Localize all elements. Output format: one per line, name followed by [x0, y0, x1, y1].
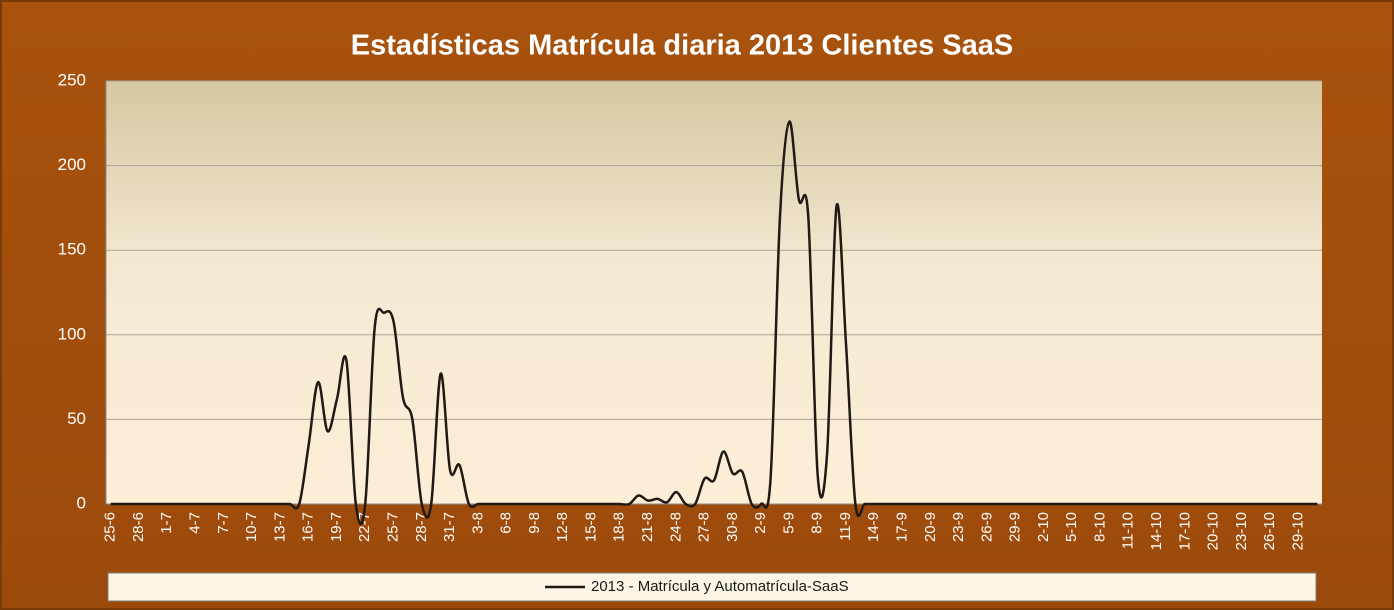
x-tick-label: 25-7: [384, 512, 401, 542]
legend: [107, 572, 1317, 602]
x-tick-label: 16-7: [300, 512, 317, 542]
x-tick-label: 28-6: [130, 512, 147, 542]
y-tick-label: 150: [58, 240, 86, 259]
x-tick-label: 7-7: [215, 512, 232, 534]
x-tick-label: 20-9: [922, 512, 939, 542]
legend-label: 2013 - Matrícula y Automatrícula-SaaS: [591, 578, 849, 595]
y-tick-label: 100: [58, 324, 86, 343]
x-tick-label: 11-9: [837, 512, 854, 541]
x-tick-label: 27-8: [696, 512, 713, 542]
x-tick-label: 18-8: [611, 512, 628, 542]
x-tick-label: 29-10: [1289, 512, 1306, 550]
series-line: [110, 120, 1318, 526]
x-tick-label: 20-10: [1205, 512, 1222, 550]
y-tick-label: 0: [77, 493, 86, 512]
x-tick-label: 23-10: [1233, 512, 1250, 550]
x-tick-label: 26-10: [1261, 512, 1278, 550]
y-tick-label: 200: [58, 155, 86, 174]
x-tick-label: 21-8: [639, 512, 656, 542]
x-tick-label: 31-7: [441, 512, 458, 542]
x-tick-label: 29-9: [1007, 512, 1024, 542]
x-tick-label: 9-8: [526, 512, 543, 534]
x-tick-label: 28-7: [413, 512, 430, 542]
x-tick-label: 10-7: [243, 512, 260, 542]
x-tick-label: 5-10: [1063, 512, 1080, 542]
x-tick-label: 23-9: [950, 512, 967, 542]
x-tick-label: 5-9: [780, 512, 797, 534]
x-tick-label: 8-9: [809, 512, 826, 534]
x-tick-label: 22-7: [356, 512, 373, 542]
chart-title: Estadísticas Matrícula diaria 2013 Clien…: [351, 30, 1014, 62]
x-tick-label: 11-10: [1120, 512, 1137, 549]
x-tick-label: 1-7: [158, 512, 175, 534]
x-tick-label: 12-8: [554, 512, 571, 542]
x-tick-label: 15-8: [582, 512, 599, 542]
y-tick-label: 50: [67, 409, 86, 428]
x-tick-label: 6-8: [498, 512, 515, 534]
x-tick-label: 17-9: [893, 512, 910, 542]
x-tick-label: 30-8: [724, 512, 741, 542]
x-tick-label: 19-7: [328, 512, 345, 542]
x-tick-label: 26-9: [978, 512, 995, 542]
x-tick-label: 25-6: [102, 512, 119, 542]
x-tick-label: 13-7: [271, 512, 288, 542]
x-tick-label: 2-10: [1035, 512, 1052, 542]
x-tick-label: 2-9: [752, 512, 769, 534]
x-tick-label: 4-7: [187, 512, 204, 534]
x-tick-label: 3-8: [469, 512, 486, 534]
y-tick-label: 250: [58, 70, 86, 89]
plot-area: [106, 81, 1322, 504]
x-tick-label: 17-10: [1176, 512, 1193, 550]
x-tick-label: 14-9: [865, 512, 882, 542]
x-tick-label: 24-8: [667, 512, 684, 542]
x-tick-label: 8-10: [1091, 512, 1108, 542]
x-tick-label: 14-10: [1148, 512, 1165, 550]
